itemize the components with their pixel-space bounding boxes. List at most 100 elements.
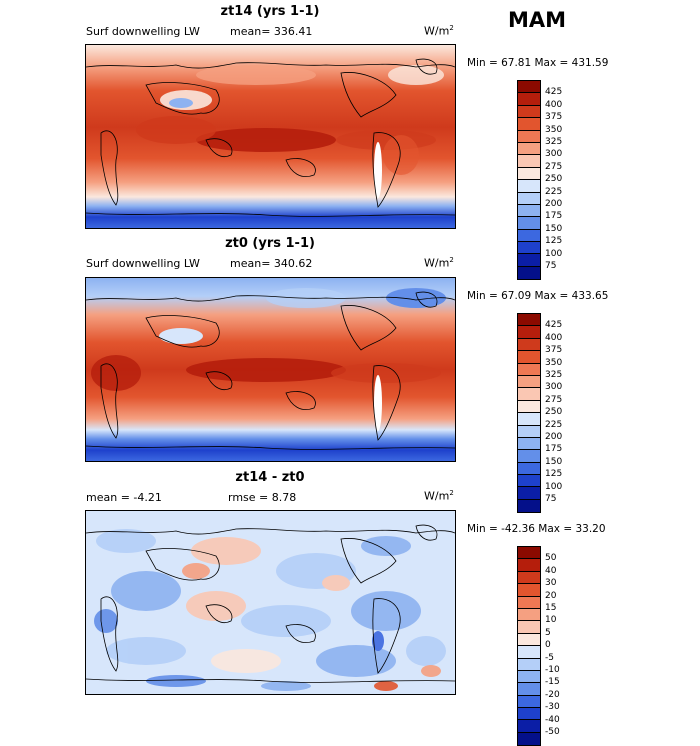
colorbar-tick-label: 325 (545, 137, 563, 147)
colorbar-swatch (518, 633, 540, 647)
colorbar-swatch (518, 326, 540, 339)
colorbar-swatch (518, 571, 540, 585)
colorbar-swatch (518, 217, 540, 230)
colorbar-tick-label: 250 (545, 174, 563, 185)
colorbar-swatch (518, 242, 540, 255)
colorbar-3-ticks: 50 40 30 20 15 10 5 0 -5 -10 -15 -20 -30 -40 -50 (545, 546, 585, 746)
colorbar-swatch (518, 547, 540, 560)
colorbar-swatch (518, 462, 540, 476)
colorbar-tick-label: 400 (545, 332, 563, 343)
units-exp: 2 (449, 256, 454, 264)
panel-3-rmse: rmse = 8.78 (228, 491, 296, 504)
colorbar-swatch (518, 130, 540, 143)
season-label: MAM (508, 8, 567, 32)
mean-value: 336.41 (273, 25, 313, 38)
units-exp: 2 (449, 24, 454, 32)
colorbar-swatch (518, 499, 540, 513)
units-text: W/m (424, 24, 450, 38)
colorbar-swatch (518, 487, 540, 500)
colorbar-1 (517, 80, 541, 281)
panel-3-mean: mean = -4.21 (86, 491, 162, 504)
colorbar-tick-label: -20 (545, 689, 560, 700)
colorbar-swatch (518, 695, 540, 709)
colorbar-tick-label: 5 (545, 627, 551, 638)
colorbar-swatch (518, 437, 540, 451)
panel-3-units: W/m2 (424, 489, 454, 503)
colorbar-tick-label: 350 (545, 124, 563, 135)
colorbar-tick-label: 325 (545, 370, 563, 380)
panel-1-units: W/m2 (424, 24, 454, 38)
map-panel-2 (85, 277, 456, 462)
colorbar-swatch (518, 400, 540, 414)
colorbar-tick-label: 350 (545, 357, 563, 368)
colorbar-tick-label: 250 (545, 407, 563, 418)
colorbar-tick-label: 200 (545, 199, 563, 209)
colorbar-swatch (518, 229, 540, 243)
mean-value: 340.62 (273, 257, 313, 270)
mean-value: -4.21 (133, 491, 162, 504)
colorbar-swatch (518, 658, 540, 671)
colorbar-tick-label: 100 (545, 248, 563, 259)
colorbar-tick-label: 375 (545, 112, 563, 123)
colorbar-tick-label: 300 (545, 382, 563, 393)
panel-1-title: zt14 (yrs 1-1) (220, 4, 320, 19)
colorbar-swatch (518, 720, 540, 733)
colorbar-tick-label: -50 (545, 727, 560, 737)
colorbar-tick-label: 425 (545, 320, 563, 331)
colorbar-swatch (518, 646, 540, 659)
colorbar-tick-label: -30 (545, 702, 560, 713)
colorbar-tick-label: -5 (545, 652, 554, 663)
colorbar-swatch (518, 118, 540, 131)
colorbar-swatch (518, 596, 540, 609)
colorbar-swatch (518, 708, 540, 721)
colorbar-1-ticks: 425 400 375 350 325 300 275 250 225 200 175 150 125 1… (545, 80, 585, 280)
colorbar-swatch (518, 608, 540, 622)
colorbar-swatch (518, 192, 540, 205)
units-text: W/m (424, 489, 450, 503)
panel-2-mean: mean= 340.62 (230, 257, 312, 270)
colorbar-swatch (518, 559, 540, 572)
colorbar-2 (517, 313, 541, 514)
rmse-label: rmse = (228, 491, 269, 504)
colorbar-tick-label: 375 (545, 345, 563, 356)
colorbar-tick-label: 75 (545, 261, 557, 271)
colorbar-tick-label: 400 (545, 99, 563, 110)
colorbar-swatch (518, 314, 540, 327)
colorbar-swatch (518, 338, 540, 352)
colorbar-swatch (518, 204, 540, 218)
colorbar-swatch (518, 375, 540, 389)
colorbar-swatch (518, 450, 540, 463)
colorbar-swatch (518, 351, 540, 364)
mean-label: mean= (230, 25, 271, 38)
colorbar-swatch (518, 683, 540, 696)
colorbar-swatch (518, 180, 540, 193)
colorbar-tick-label: -15 (545, 677, 560, 688)
mean-label: mean= (230, 257, 271, 270)
colorbar-swatch (518, 155, 540, 168)
colorbar-tick-label: 275 (545, 394, 563, 405)
map-panel-3 (85, 510, 456, 695)
map-panel-1 (85, 44, 456, 229)
colorbar-swatch (518, 670, 540, 684)
colorbar-tick-label: 100 (545, 481, 563, 492)
colorbar-tick-label: 30 (545, 578, 557, 589)
colorbar-tick-label: -10 (545, 665, 560, 675)
units-text: W/m (424, 256, 450, 270)
colorbar-swatch (518, 81, 540, 94)
colorbar-swatch (518, 254, 540, 267)
colorbar-tick-label: 175 (545, 444, 563, 455)
colorbar-swatch (518, 93, 540, 106)
panel-3-title: zt14 - zt0 (235, 470, 305, 485)
colorbar-tick-label: 75 (545, 494, 557, 504)
colorbar-swatch (518, 425, 540, 438)
panel-2-minmax: Min = 67.09 Max = 433.65 (467, 290, 609, 302)
panel-2-variable: Surf downwelling LW (86, 257, 200, 270)
mean-label: mean = (86, 491, 130, 504)
colorbar-tick-label: 0 (545, 640, 551, 651)
colorbar-tick-label: 175 (545, 211, 563, 222)
colorbar-tick-label: 300 (545, 149, 563, 160)
panel-1-mean: mean= 336.41 (230, 25, 312, 38)
colorbar-tick-label: 150 (545, 223, 563, 234)
colorbar-tick-label: 225 (545, 186, 563, 197)
colorbar-tick-label: 275 (545, 161, 563, 172)
